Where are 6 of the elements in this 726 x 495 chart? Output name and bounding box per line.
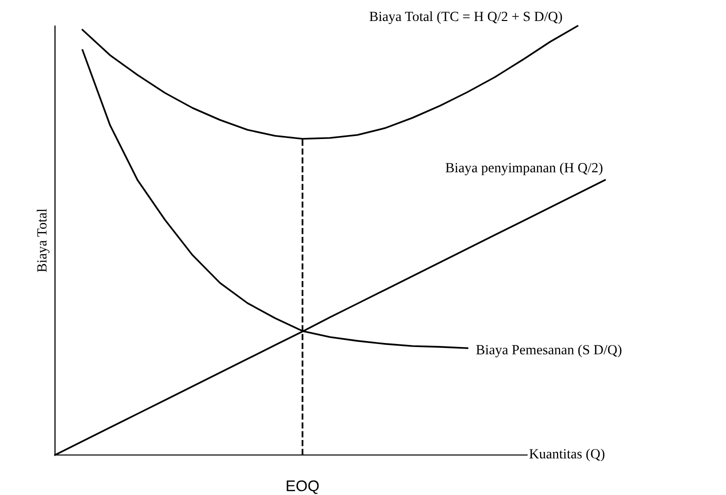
text: EOQ [286, 480, 319, 494]
series-label: Biaya penyimpanan (H Q/2) [446, 162, 602, 176]
series-label: Biaya Total (TC = H Q/2 + S D/Q) [370, 11, 562, 24]
x-axis-title: Kuantitas (Q) [529, 448, 604, 462]
series-label: Biaya Pemesanan (S D/Q) [476, 344, 622, 358]
y-axis-title: Biaya Total [36, 208, 50, 272]
